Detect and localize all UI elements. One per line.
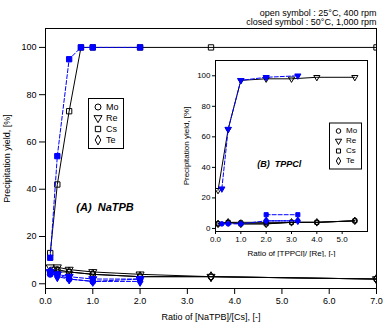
svg-text:open symbol : 25°C, 400 rpmclo: open symbol : 25°C, 400 rpmclosed symbol…	[246, 8, 376, 27]
html-text:Mo: Mo	[106, 101, 119, 112]
svg-text:2.0: 2.0	[134, 296, 147, 306]
svg-text:4.0: 4.0	[311, 235, 323, 244]
html-text:Te: Te	[106, 134, 116, 145]
svg-text:6.0: 6.0	[323, 296, 336, 306]
svg-text:1.0: 1.0	[235, 235, 247, 244]
svg-text:60: 60	[26, 137, 36, 147]
svg-text:(A) NaTPB: (A) NaTPB	[76, 201, 134, 213]
svg-text:4.0: 4.0	[228, 296, 241, 306]
html-text:Re: Re	[346, 135, 357, 145]
svg-text:Ratio of [TPPCl]/ [Re], [-]: Ratio of [TPPCl]/ [Re], [-]	[247, 249, 335, 258]
svg-text:60: 60	[201, 132, 210, 141]
html-text:Re: Re	[106, 112, 118, 123]
svg-text:80: 80	[26, 90, 36, 100]
svg-text:0: 0	[31, 279, 36, 289]
svg-text:2.0: 2.0	[260, 235, 272, 244]
html-text:Cs: Cs	[346, 145, 356, 155]
svg-text:100: 100	[21, 42, 36, 52]
svg-text:40: 40	[201, 163, 210, 172]
svg-text:5.0: 5.0	[276, 296, 289, 306]
svg-text:3.0: 3.0	[181, 296, 194, 306]
svg-text:Precipitation yield, [%]: Precipitation yield, [%]	[182, 107, 191, 186]
svg-text:20: 20	[26, 231, 36, 241]
svg-text:80: 80	[201, 102, 210, 111]
svg-text:20: 20	[201, 193, 210, 202]
svg-text:1.0: 1.0	[87, 296, 100, 306]
svg-text:7.0: 7.0	[370, 296, 383, 306]
html-text:Cs: Cs	[106, 123, 117, 134]
svg-text:Ratio of [NaTPB]/[Cs], [-]: Ratio of [NaTPB]/[Cs], [-]	[161, 312, 260, 322]
html-text:Mo: Mo	[346, 125, 358, 135]
html-text:Te: Te	[346, 155, 355, 165]
svg-text:100: 100	[197, 71, 211, 80]
svg-text:0.0: 0.0	[39, 296, 52, 306]
svg-text:Precipitation yield, [%]: Precipitation yield, [%]	[2, 114, 12, 203]
svg-text:3.0: 3.0	[286, 235, 298, 244]
svg-text:40: 40	[26, 184, 36, 194]
svg-text:5.0: 5.0	[336, 235, 348, 244]
svg-text:0.0: 0.0	[210, 235, 222, 244]
svg-text:(B) TPPCl: (B) TPPCl	[257, 159, 301, 169]
svg-text:0: 0	[206, 224, 211, 233]
